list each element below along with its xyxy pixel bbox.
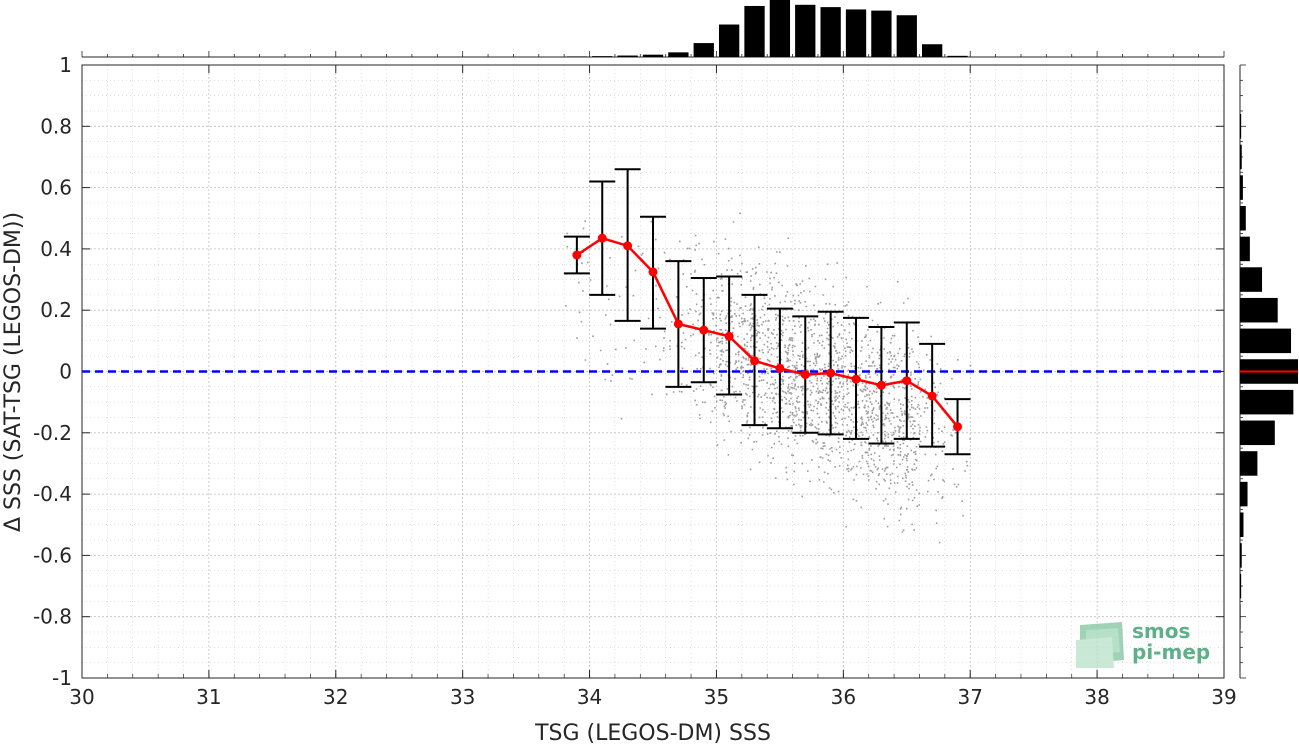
x-histogram-bar [744, 5, 765, 58]
mean-point [673, 319, 683, 329]
x-histogram-bar [718, 24, 740, 57]
y-tick-label: 0.8 [40, 114, 72, 138]
main-axes [81, 64, 1225, 679]
y-histogram-bar [1240, 420, 1275, 446]
y-histogram-bar [1240, 573, 1242, 599]
y-histogram-bar [1240, 328, 1292, 354]
y-histogram-bar [1240, 481, 1248, 507]
x-histogram-bar [922, 44, 943, 57]
x-histogram-bar [896, 15, 917, 58]
y-tick-labels: 1 0.8 0.6 0.4 0.2 0 -0.2 -0.4 -0.6 -0.8 -1 [33, 53, 72, 690]
y-histogram-bar [1240, 543, 1242, 568]
y-histogram-bar [1240, 512, 1244, 538]
x-tick-labels: 30 31 32 33 34 35 36 37 38 39 [69, 685, 1236, 709]
y-histogram-bar [1240, 604, 1241, 629]
x-tick-label: 31 [196, 685, 221, 709]
y-tick-label: 0.6 [40, 176, 72, 200]
x-tick-label: 38 [1084, 685, 1109, 709]
y-tick-label: -0.2 [33, 421, 72, 445]
scatter-points [565, 212, 972, 544]
x-histogram-bar [693, 43, 714, 57]
x-histogram-bar [795, 4, 816, 58]
x-histogram-bar [642, 54, 664, 57]
mean-point [572, 250, 582, 260]
mean-point [699, 325, 709, 335]
mean-point [800, 370, 810, 380]
y-histogram-bar [1240, 114, 1242, 139]
x-histogram-bar [566, 56, 588, 57]
x-tick-label: 32 [323, 685, 348, 709]
y-histogram-bar [1240, 175, 1243, 200]
y-histogram-bar [1240, 236, 1250, 262]
error-bars [563, 168, 971, 456]
y-axis-label: Δ SSS (SAT-TSG (LEGOS-DM)) [1, 212, 26, 532]
y-histogram-bar [1240, 267, 1263, 292]
mean-point [902, 376, 912, 386]
y-histogram-bar [1240, 389, 1294, 415]
mean-point [597, 233, 607, 243]
y-tick-label: 0.2 [40, 298, 72, 322]
y-histogram-bar [1240, 451, 1258, 476]
mean-point [876, 380, 886, 390]
y-tick-label: -0.6 [33, 543, 72, 567]
mean-point [648, 267, 658, 277]
mean-point [775, 363, 785, 373]
logo-line-1: smos [1132, 619, 1190, 643]
y-histogram-bar [1240, 205, 1246, 231]
x-tick-label: 30 [69, 685, 94, 709]
y-tick-label: 1 [59, 53, 72, 77]
x-tick-label: 35 [704, 685, 729, 709]
mean-point [953, 422, 963, 432]
x-histogram-bar [668, 52, 689, 57]
x-histogram-bar [617, 55, 638, 57]
scatter-cloud [565, 212, 972, 544]
x-tick-label: 37 [957, 685, 982, 709]
x-histogram-bar [845, 9, 867, 58]
x-histogram-bar [947, 55, 968, 57]
x-tick-label: 36 [831, 685, 856, 709]
x-tick-label: 39 [1211, 685, 1236, 709]
y-tick-label: 0 [59, 360, 72, 384]
binned-mean-series [572, 233, 963, 432]
x-histogram-bar [769, 0, 791, 57]
y-tick-label: -0.8 [33, 605, 72, 629]
x-axis-label: TSG (LEGOS-DM) SSS [534, 721, 771, 745]
y-tick-label: -1 [52, 666, 72, 690]
mean-point [851, 374, 861, 384]
x-tick-label: 33 [450, 685, 475, 709]
x-histogram-bar [820, 7, 841, 58]
mean-point [750, 356, 760, 366]
y-histogram-bar [1240, 297, 1278, 323]
mean-line [576, 236, 959, 428]
mean-point [826, 368, 836, 378]
y-histogram [1239, 64, 1298, 679]
x-histogram [81, 0, 1225, 58]
y-tick-label: -0.4 [33, 482, 72, 506]
logo-line-2: pi-mep [1132, 640, 1210, 664]
y-tick-label: 0.4 [40, 237, 72, 261]
logo: smos pi-mep [1076, 619, 1210, 668]
mean-point [623, 241, 633, 251]
y-histogram-bar [1240, 144, 1242, 170]
x-tick-label: 34 [577, 685, 602, 709]
smos-pimep-logo-icon [1076, 622, 1124, 668]
mean-point [927, 391, 937, 401]
x-histogram-bar [871, 10, 892, 58]
mean-point [724, 331, 734, 341]
x-histogram-bar [592, 56, 613, 57]
